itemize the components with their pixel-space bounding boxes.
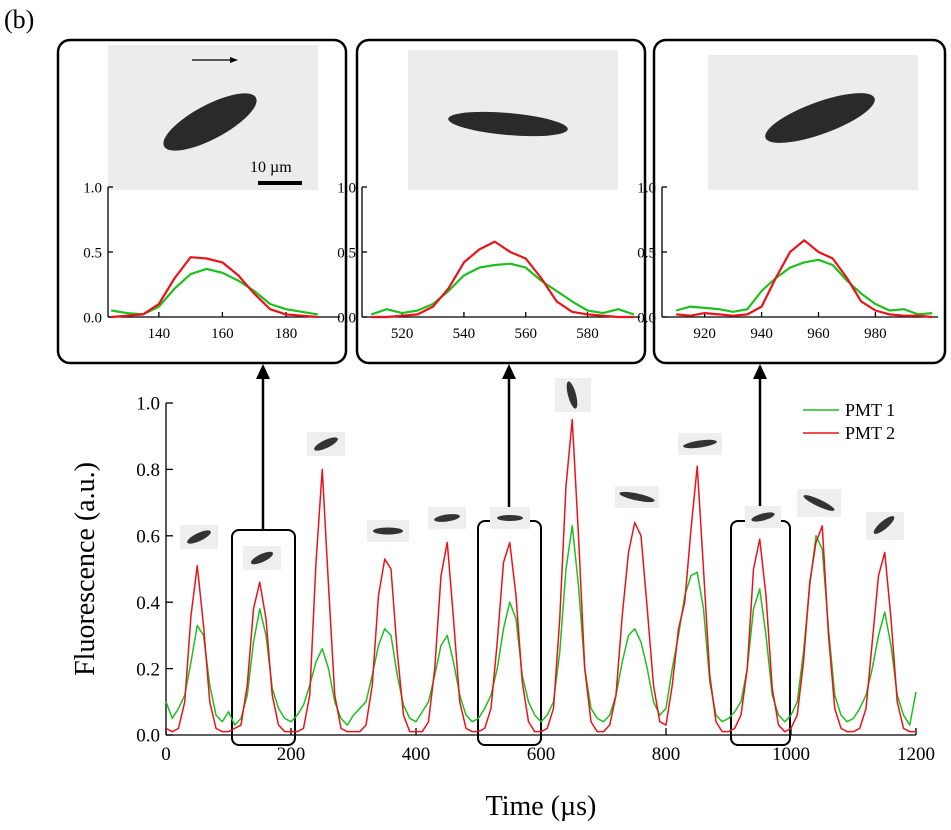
series-line — [165, 525, 917, 726]
series-line — [675, 258, 933, 316]
thumb-cell — [250, 551, 274, 565]
x-tick-label: 920 — [693, 326, 716, 342]
thumb-cell — [434, 514, 460, 522]
series-line — [676, 239, 933, 319]
y-tick-label: 0.5 — [637, 245, 656, 261]
thumb-cell — [683, 439, 717, 449]
x-tick-label: 140 — [148, 326, 171, 342]
speed-arrowhead — [230, 57, 238, 63]
x-tick-label: 540 — [453, 326, 476, 342]
arrowhead — [256, 364, 270, 379]
cell — [448, 111, 568, 137]
x-tick-label: 960 — [807, 326, 830, 342]
scale-annotation: 10 µm — [250, 159, 292, 176]
series-line — [111, 256, 318, 319]
inset-frame — [652, 38, 947, 365]
cell-thumbnails — [180, 378, 904, 570]
x-tick-label: 180 — [275, 326, 298, 342]
cell — [765, 93, 875, 143]
peak-box — [730, 520, 791, 746]
x-tick-label: 800 — [652, 744, 681, 765]
x-tick-label: 560 — [514, 326, 537, 342]
inset-frame — [355, 38, 647, 365]
thumb-cell — [187, 530, 211, 544]
y-tick-label: 0.0 — [637, 310, 656, 326]
y-tick-label: 0.8 — [136, 460, 160, 481]
x-tick-label: 160 — [211, 326, 234, 342]
series-line — [370, 262, 635, 316]
y-tick-label: 0.0 — [136, 726, 160, 747]
legend-label: PMT 2 — [845, 423, 895, 443]
y-tick-label: 0.0 — [337, 310, 356, 326]
y-tick-label: 1.0 — [136, 394, 160, 415]
thumb-cell — [803, 495, 835, 511]
y-tick-label: 0.0 — [83, 310, 102, 326]
x-tick-label: 0 — [161, 744, 171, 765]
y-tick-label: 0.4 — [136, 593, 160, 614]
x-tick-label: 200 — [277, 744, 306, 765]
y-tick-label: 0.5 — [83, 245, 102, 261]
series-line — [371, 240, 634, 319]
legend-label: PMT 1 — [845, 400, 895, 420]
x-tick-label: 580 — [576, 326, 599, 342]
thumb-cell — [566, 381, 578, 409]
thumb-cell — [373, 527, 403, 535]
x-tick-label: 940 — [750, 326, 773, 342]
y-tick-label: 0.5 — [337, 245, 356, 261]
arrowhead — [753, 364, 767, 379]
cell — [163, 93, 257, 151]
thumb-cell — [619, 491, 655, 503]
x-tick-label: 520 — [391, 326, 414, 342]
inset-frame — [56, 38, 348, 365]
x-tick-label: 400 — [402, 744, 431, 765]
thumb-cell — [873, 516, 895, 534]
y-axis-label: Fluorescence (a.u.) — [70, 462, 101, 676]
x-tick-label: 1200 — [897, 744, 935, 765]
x-tick-label: 980 — [864, 326, 887, 342]
series-line — [165, 418, 916, 733]
peak-box — [477, 520, 542, 746]
y-tick-label: 1.0 — [337, 180, 356, 196]
arrowhead — [502, 364, 516, 379]
series-line — [111, 267, 318, 316]
y-tick-label: 0.6 — [136, 526, 160, 547]
x-tick-label: 1000 — [772, 744, 810, 765]
x-axis-label: Time (µs) — [486, 791, 597, 822]
thumb-cell — [314, 437, 338, 451]
y-tick-label: 1.0 — [83, 180, 102, 196]
thumb-cell — [497, 515, 523, 521]
thumb-cell — [751, 512, 775, 522]
y-tick-label: 0.2 — [136, 659, 160, 680]
y-tick-label: 1.0 — [637, 180, 656, 196]
panel-label: (b) — [4, 5, 34, 34]
x-tick-label: 600 — [527, 744, 556, 765]
